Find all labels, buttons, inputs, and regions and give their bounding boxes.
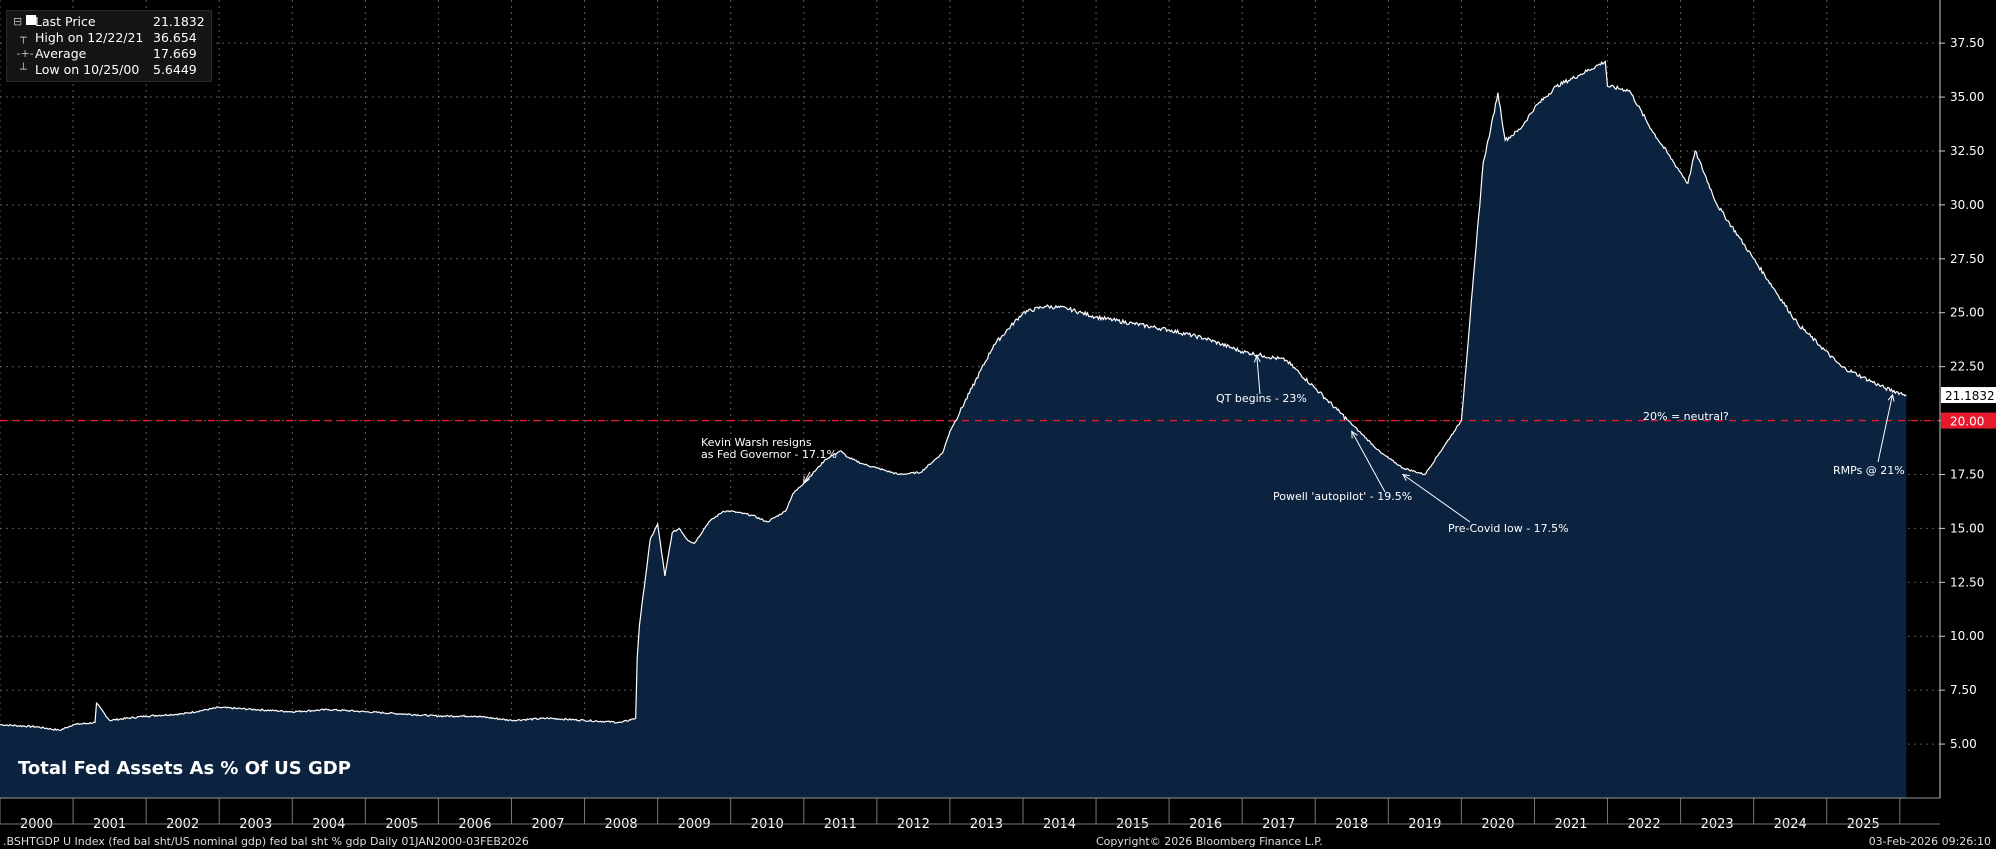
chart-title: Total Fed Assets As % Of US GDP (18, 758, 351, 779)
annotation-leader (1877, 394, 1893, 463)
y-tick-label: 25.00 (1950, 306, 1984, 320)
annotation-text: Powell 'autopilot' - 19.5% (1273, 490, 1412, 503)
annotation-leader (803, 471, 811, 484)
footer-security-description: .BSHTGDP U Index (fed bal sht/US nominal… (3, 835, 529, 848)
legend-row-low: ┴ Low on 10/25/00 5.6449 (13, 62, 197, 77)
annotation-text: as Fed Governor - 17.1% (701, 448, 837, 461)
y-tick-label: 10.00 (1950, 629, 1984, 643)
legend-row-average: -+- Average 17.669 (13, 46, 197, 61)
y-tick-label: 37.50 (1950, 36, 1984, 50)
annotation-arrowhead (1401, 473, 1410, 481)
y-tick-label: 32.50 (1950, 144, 1984, 158)
reference-value-box (1941, 412, 1996, 429)
annotation-leader (1351, 431, 1386, 493)
y-tick-label: 22.50 (1950, 360, 1984, 374)
legend-row-last-price: ⊟ Last Price 21.1832 (13, 14, 205, 30)
y-axis: 5.00 7.50 10.00 12.50 15.00 17.50 20.00 22.50 25… (1939, 0, 1996, 798)
x-axis: 2000 2001 2002 2003 2004 2005 2006 2007 2008 2009… (0, 797, 1940, 832)
footer-copyright: Copyright© 2026 Bloomberg Finance L.P. (1096, 835, 1323, 848)
last-value-box (1941, 387, 1996, 404)
annotation-text: QT begins - 23% (1216, 392, 1307, 405)
y-tick-label: 27.50 (1950, 252, 1984, 266)
annotation-arrowhead (803, 476, 810, 485)
legend: ⊟ Last Price 21.1832 ┬ High on 12/22/21 … (6, 10, 212, 82)
low-marker-icon: ┴ (13, 63, 27, 76)
y-tick-label: 17.50 (1950, 467, 1984, 481)
annotation-arrowhead (1887, 393, 1895, 402)
high-marker-icon: ┬ (13, 31, 27, 44)
y-tick-label: 15.00 (1950, 521, 1984, 535)
annotation-leader (1402, 474, 1471, 523)
annotation-text: RMPs @ 21% (1833, 464, 1905, 477)
reference-value-label: 20.00 (1950, 415, 1984, 429)
annotation-arrowhead (1253, 354, 1261, 363)
footer: .BSHTGDP U Index (fed bal sht/US nominal… (0, 834, 1996, 849)
y-tick-label: 5.00 (1950, 737, 1977, 751)
y-tick-label: 35.00 (1950, 90, 1984, 104)
square-icon: ⊟ (13, 14, 37, 30)
y-tick-label: 7.50 (1950, 683, 1977, 697)
annotation-text: Pre-Covid low - 17.5% (1448, 522, 1569, 535)
annotation-text: Kevin Warsh resigns (701, 436, 812, 449)
area-fill (0, 61, 1907, 798)
y-tick-label: 12.50 (1950, 575, 1984, 589)
y-tick-label: 30.00 (1950, 198, 1984, 212)
series-line (0, 60, 1907, 732)
last-value-label: 21.1832 (1945, 389, 1995, 403)
average-marker-icon: -+- (13, 47, 34, 60)
legend-row-high: ┬ High on 12/22/21 36.654 (13, 30, 197, 45)
footer-timestamp: 03-Feb-2026 09:26:10 (1868, 835, 1991, 848)
annotation-arrowhead (1351, 430, 1358, 439)
annotation-leader (1256, 355, 1261, 395)
annotation-text: 20% = neutral? (1643, 410, 1729, 423)
